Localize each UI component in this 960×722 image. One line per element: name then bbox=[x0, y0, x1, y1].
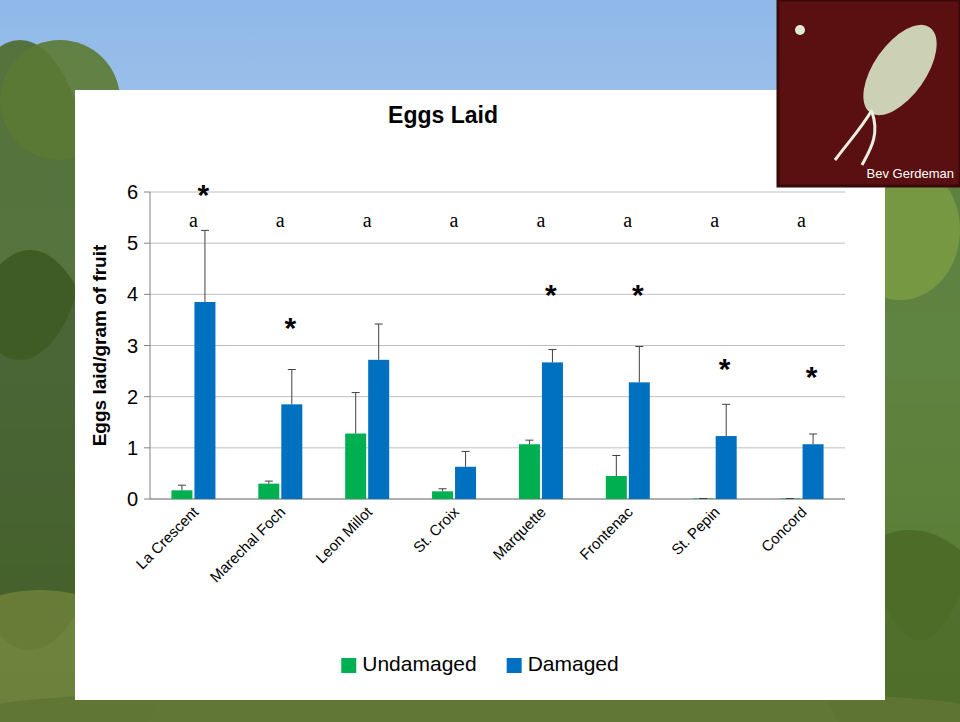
error-bar bbox=[635, 347, 643, 383]
bar bbox=[171, 490, 192, 499]
bar bbox=[345, 434, 366, 499]
x-tick-label: Concord bbox=[758, 503, 810, 555]
tick-mark bbox=[144, 243, 150, 244]
error-bar bbox=[722, 404, 730, 436]
x-tick-label: St. Croix bbox=[409, 503, 462, 556]
tick-mark bbox=[144, 396, 150, 397]
bar bbox=[629, 382, 650, 499]
y-tick-label: 6 bbox=[127, 181, 138, 203]
bar bbox=[519, 444, 540, 499]
grid-line bbox=[150, 396, 845, 397]
annotation: * bbox=[198, 178, 210, 211]
bar bbox=[716, 436, 737, 499]
grid-line bbox=[150, 499, 845, 500]
annotation: * bbox=[719, 352, 731, 385]
annotation: * bbox=[806, 360, 818, 393]
error-bar bbox=[375, 324, 383, 360]
x-axis-line bbox=[150, 499, 845, 500]
error-bar bbox=[612, 456, 620, 476]
error-bar bbox=[548, 350, 556, 363]
y-tick-label: 1 bbox=[127, 437, 138, 459]
grid-line bbox=[150, 192, 845, 193]
tick-mark bbox=[144, 294, 150, 295]
error-bar bbox=[201, 230, 209, 302]
background-sky bbox=[0, 0, 960, 722]
grid-line bbox=[150, 243, 845, 244]
error-bar bbox=[265, 481, 273, 484]
bar bbox=[368, 360, 389, 499]
annotation: a bbox=[710, 209, 719, 231]
x-tick-label: Marechal Foch bbox=[206, 503, 288, 585]
x-tick-label: Frontenac bbox=[576, 503, 636, 563]
annotation: a bbox=[450, 209, 459, 231]
y-tick-label: 0 bbox=[127, 488, 138, 510]
error-bar bbox=[352, 393, 360, 434]
photo-filament bbox=[835, 110, 875, 165]
bars bbox=[171, 230, 823, 499]
annotation: a bbox=[623, 209, 632, 231]
annotation: a bbox=[363, 209, 372, 231]
legend: Undamaged Damaged bbox=[341, 652, 618, 675]
tick-mark bbox=[144, 447, 150, 448]
annotation: a bbox=[276, 209, 285, 231]
tick-mark bbox=[144, 192, 150, 193]
error-bar bbox=[699, 498, 707, 499]
photo-ground bbox=[778, 0, 960, 186]
y-axis-line bbox=[150, 192, 151, 499]
bar bbox=[780, 498, 801, 499]
photo-credit: Bev Gerdeman bbox=[867, 166, 954, 181]
annotation: * bbox=[632, 278, 644, 311]
photo-egg bbox=[849, 12, 951, 127]
x-tick-label: La Crescent bbox=[132, 503, 202, 573]
error-bar bbox=[525, 440, 533, 444]
bar bbox=[803, 444, 824, 499]
bar bbox=[258, 484, 279, 499]
x-tick-label: Leon Millot bbox=[312, 503, 376, 567]
y-tick-label: 4 bbox=[127, 283, 138, 305]
legend-label: Damaged bbox=[528, 652, 619, 675]
error-bar bbox=[178, 485, 186, 490]
photo-speck bbox=[795, 25, 805, 35]
x-tick-label: St. Pepin bbox=[668, 503, 723, 558]
annotation: a bbox=[797, 209, 806, 231]
x-tick-label: Marquette bbox=[489, 503, 549, 563]
grid-line bbox=[150, 345, 845, 346]
annotation: * bbox=[284, 311, 296, 344]
bar bbox=[542, 362, 563, 499]
chart-title: Eggs Laid bbox=[388, 102, 498, 128]
photo-frame bbox=[778, 0, 960, 186]
bar bbox=[194, 302, 215, 499]
grid-line bbox=[150, 447, 845, 448]
legend-label: Undamaged bbox=[362, 652, 476, 675]
chart-panel bbox=[75, 90, 885, 700]
inset-photo: Bev Gerdeman bbox=[778, 0, 960, 186]
annotation: a bbox=[189, 209, 198, 231]
legend-swatch bbox=[341, 658, 356, 673]
error-bar bbox=[462, 451, 470, 466]
bar bbox=[455, 467, 476, 499]
y-tick-label: 2 bbox=[127, 386, 138, 408]
page: Eggs Laid 0 1 2 3 4 5 6 Eggs laid/gram of fruit L… bbox=[0, 0, 960, 722]
error-bar bbox=[288, 370, 296, 405]
y-tick-label: 5 bbox=[127, 232, 138, 254]
tick-mark bbox=[144, 345, 150, 346]
y-axis-title: Eggs laid/gram of fruit bbox=[89, 244, 110, 446]
error-bar bbox=[786, 498, 794, 499]
annotation: * bbox=[545, 278, 557, 311]
y-tick-label: 3 bbox=[127, 335, 138, 357]
error-bar bbox=[439, 489, 447, 492]
bar bbox=[432, 491, 453, 499]
tick-mark bbox=[144, 499, 150, 500]
grid bbox=[144, 192, 845, 499]
legend-swatch bbox=[507, 658, 522, 673]
bar bbox=[606, 476, 627, 499]
error-bar bbox=[809, 434, 817, 444]
bar bbox=[693, 498, 714, 499]
annotation: a bbox=[536, 209, 545, 231]
bar bbox=[281, 404, 302, 499]
grid-line bbox=[150, 294, 845, 295]
